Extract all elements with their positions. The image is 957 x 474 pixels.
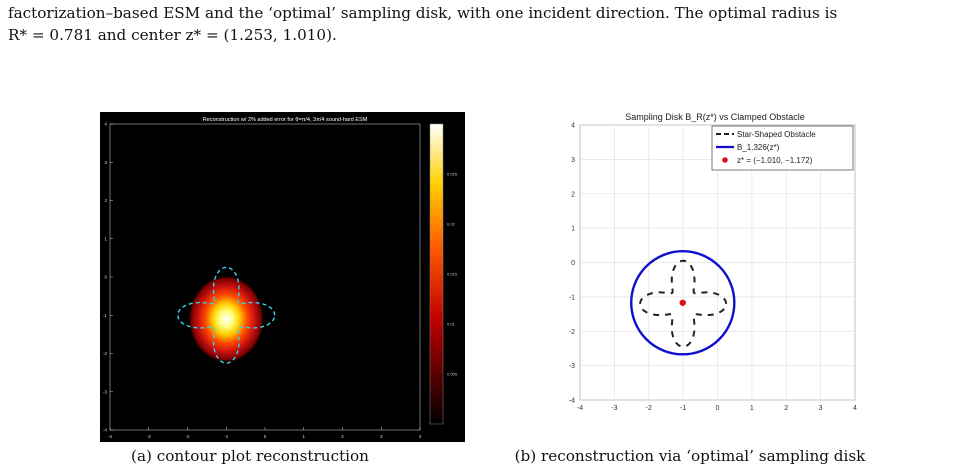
- colorbar-tick-label: 0.02: [447, 222, 456, 227]
- heatmap-xtick-label: 4: [419, 434, 422, 439]
- legend-center-swatch: [722, 157, 728, 163]
- disk-xtick-label: -4: [577, 405, 583, 412]
- disk-center-point: [679, 299, 686, 306]
- disk-xtick-label: -3: [611, 405, 617, 412]
- disk-plot-area: -4 -3 -2 -1 0 1 2 3 4 -4 -3 -2 -1 0 1 2 3 4: [569, 123, 857, 413]
- disk-xtick-label: -1: [680, 405, 686, 412]
- figure-a-caption: (a) contour plot reconstruction: [131, 447, 369, 465]
- heatmap-xtick-label: 3: [380, 434, 383, 439]
- disk-ytick-label: -2: [569, 329, 575, 336]
- disk-chart: Sampling Disk B_R(z*) vs Clamped Obstacl…: [569, 112, 857, 413]
- disk-ytick-label: 0: [571, 260, 575, 267]
- heatmap-ytick-label: 0: [104, 275, 107, 280]
- heatmap-xtick-label: -2: [185, 434, 189, 439]
- disk-xtick-label: 0: [716, 405, 720, 412]
- legend-center-label: z* = (−1.010, −1.172): [737, 156, 813, 165]
- heatmap-plot-area: -4 -3 -2 -1 0 1 2 3 4 -4 -3 -2 -1 0 1 2 3 4: [103, 122, 422, 440]
- paragraph-line-2: R* = 0.781 and center z* = (1.253, 1.010…: [8, 24, 952, 46]
- colorbar: [429, 123, 444, 425]
- disk-chart-title: Sampling Disk B_R(z*) vs Clamped Obstacl…: [625, 112, 805, 122]
- paragraph: factorization–based ESM and the ‘optimal…: [8, 2, 952, 46]
- star-shaped-obstacle: [639, 259, 728, 348]
- colorbar-tick-label: 0.005: [447, 372, 458, 377]
- disk-xtick-label: -2: [646, 405, 652, 412]
- disk-ytick-label: 4: [571, 123, 575, 130]
- heatmap-xtick-label: 0: [264, 434, 267, 439]
- heatmap-ytick-label: 3: [104, 160, 107, 165]
- disk-ytick-label: -3: [569, 363, 575, 370]
- disk-ytick-label: -1: [569, 294, 575, 301]
- figure-b-caption: (b) reconstruction via ‘optimal’ samplin…: [514, 447, 866, 465]
- heatmap-xtick-label: 1: [302, 434, 305, 439]
- sampling-disk: [630, 250, 736, 356]
- figure-a: Reconstruction w/ 2% added error for θ=π…: [100, 112, 465, 465]
- heatmap-peak: [188, 275, 265, 364]
- heatmap-xtick-label: -1: [224, 434, 228, 439]
- heatmap-obstacle-outline: [177, 266, 276, 364]
- disk-ytick-label: 3: [571, 157, 575, 164]
- disk-ytick-label: 1: [571, 226, 575, 233]
- heatmap-xtick-label: -3: [147, 434, 151, 439]
- legend: Star-Shaped Obstacle B_1.326(z*) z* = (−…: [711, 125, 854, 171]
- colorbar-tick-label: 0.01: [447, 322, 456, 327]
- heatmap-title: Reconstruction w/ 2% added error for θ=π…: [203, 117, 368, 123]
- colorbar-ticks: 0.005 0.01 0.015 0.02 0.025: [447, 172, 458, 377]
- legend-box: [711, 125, 854, 171]
- disk-ytick-label: -4: [569, 398, 575, 405]
- heatmap-ytick-label: 1: [104, 236, 107, 241]
- disk-xtick-label: 3: [819, 405, 823, 412]
- heatmap-axes-box: [109, 123, 421, 431]
- paragraph-line-1: factorization–based ESM and the ‘optimal…: [8, 4, 838, 22]
- heatmap-xtick-label: -4: [108, 434, 112, 439]
- legend-disk-label: B_1.326(z*): [737, 143, 780, 152]
- heatmap-ytick-label: -1: [103, 313, 107, 318]
- heatmap-xtick-label: 2: [341, 434, 344, 439]
- heatmap-ytick-label: -3: [103, 389, 107, 394]
- heatmap-ytick-label: -4: [103, 428, 107, 433]
- colorbar-tick-label: 0.025: [447, 172, 458, 177]
- colorbar-tick-label: 0.015: [447, 272, 458, 277]
- heatmap-ytick-label: -2: [103, 351, 107, 356]
- disk-ytick-label: 2: [571, 191, 575, 198]
- disk-xtick-label: 2: [784, 405, 788, 412]
- paragraph-line-2-text: R* = 0.781 and center z* = (1.253, 1.010…: [8, 26, 337, 44]
- heatmap-ytick-label: 4: [104, 122, 107, 127]
- legend-obstacle-label: Star-Shaped Obstacle: [737, 130, 816, 139]
- heatmap-ytick-label: 2: [104, 198, 107, 203]
- heatmap-chart: Reconstruction w/ 2% added error for θ=π…: [100, 112, 465, 442]
- figure-b: Sampling Disk B_R(z*) vs Clamped Obstacl…: [515, 110, 866, 465]
- disk-xtick-label: 4: [853, 405, 857, 412]
- disk-xtick-label: 1: [750, 405, 754, 412]
